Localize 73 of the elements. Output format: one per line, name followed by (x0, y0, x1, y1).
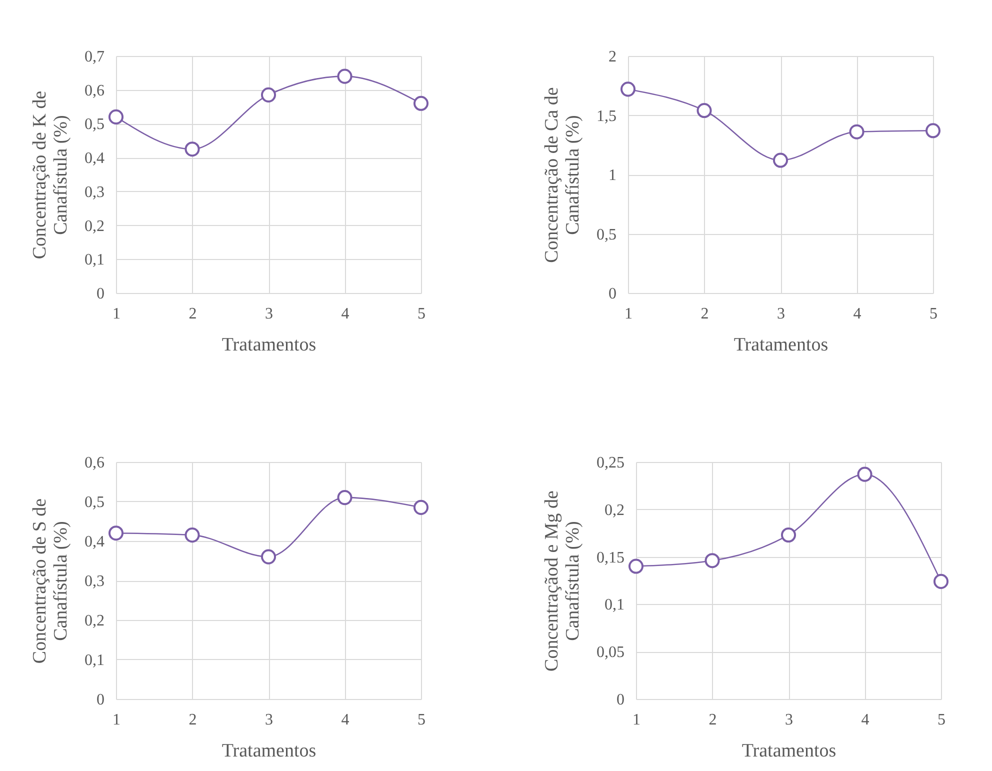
point (933, 574, 949, 589)
y-tick-label: 0,5 (596, 226, 616, 244)
y-tick-label: 0,6 (84, 454, 104, 472)
x-tick-label: 4 (341, 306, 350, 322)
point (413, 96, 429, 111)
x-tick-label: 3 (785, 712, 793, 728)
point (260, 87, 276, 102)
point (780, 527, 796, 542)
x-tick-label: 5 (938, 712, 946, 728)
point (849, 124, 864, 140)
y-tick-label: 0,4 (84, 150, 104, 168)
x-tick-label: 3 (265, 712, 273, 728)
y-tick-label: 0,7 (84, 48, 104, 66)
x-axis-title: Tratamentos (222, 740, 316, 762)
y-tick-label: 0,2 (84, 218, 104, 235)
x-tick-label: 3 (265, 306, 273, 322)
y-axis-title: Concentração de K de Canafístula (%) (30, 90, 72, 260)
y-tick-label: 0,5 (84, 494, 104, 511)
x-tick-label: 2 (700, 306, 709, 322)
point (337, 68, 352, 84)
x-tick-label: 1 (112, 306, 120, 322)
x-tick-label: 2 (188, 306, 197, 322)
y-tick-label: 0 (96, 286, 104, 302)
y-tick-label: 0,3 (84, 573, 104, 590)
point (696, 103, 712, 118)
point (628, 558, 644, 574)
y-tick-label: 0,15 (596, 549, 624, 566)
point (184, 528, 200, 543)
y-axis-title: Concentração de S de Canafístula (%) (30, 498, 72, 664)
x-tick-label: 5 (930, 306, 938, 322)
y-tick-label: 0,4 (84, 534, 104, 550)
point (925, 123, 941, 138)
x-tick-label: 3 (777, 306, 785, 322)
y-tick-label: 0,5 (84, 116, 104, 134)
point (108, 109, 124, 124)
x-tick-label: 5 (418, 306, 426, 322)
point (337, 490, 352, 506)
y-tick-label: 0,1 (84, 652, 104, 669)
y-axis-title: Concentraçãod e Mg de Canafístula (%) (542, 490, 584, 672)
point (260, 549, 276, 564)
point (772, 152, 788, 168)
point (108, 526, 124, 541)
x-axis-title: Tratamentos (734, 334, 828, 356)
y-tick-label: 0,1 (84, 252, 104, 269)
y-tick-label: 0 (608, 286, 616, 302)
y-tick-label: 0,25 (596, 454, 624, 472)
y-tick-label: 0 (96, 692, 104, 708)
x-tick-label: 4 (341, 712, 350, 728)
point (620, 82, 636, 97)
x-axis-title: Tratamentos (742, 740, 836, 762)
point (857, 466, 872, 482)
y-tick-label: 0,2 (84, 612, 104, 630)
x-axis-title: Tratamentos (222, 334, 316, 356)
x-tick-label: 2 (708, 712, 717, 728)
x-tick-label: 4 (861, 712, 870, 728)
y-tick-label: 0 (616, 692, 624, 708)
y-tick-label: 2 (608, 48, 616, 66)
y-tick-label: 0,05 (596, 644, 624, 662)
x-tick-label: 4 (853, 306, 862, 322)
y-tick-label: 0,1 (604, 596, 624, 614)
x-tick-label: 2 (188, 712, 197, 728)
y-tick-label: 1,5 (596, 108, 616, 125)
point (184, 142, 200, 157)
x-tick-label: 1 (632, 712, 640, 728)
y-tick-label: 1 (608, 167, 616, 184)
y-tick-label: 0,6 (84, 82, 104, 100)
y-tick-label: 0,3 (84, 184, 104, 201)
y-tick-label: 0,2 (604, 502, 624, 519)
x-tick-label: 1 (112, 712, 120, 728)
point (704, 553, 720, 568)
x-tick-label: 5 (418, 712, 426, 728)
point (413, 500, 429, 515)
y-axis-title: Concentração de Ca de Canafístula (%) (542, 87, 584, 263)
